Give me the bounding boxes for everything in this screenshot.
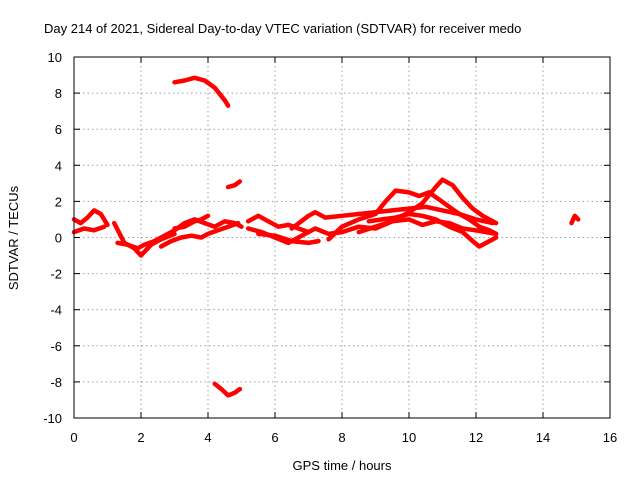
y-tick-label: -4: [50, 303, 62, 318]
y-tick-label: -2: [50, 267, 62, 282]
y-tick-label: -8: [50, 375, 62, 390]
series-arc-6: [172, 213, 211, 231]
series-arc-7: [172, 75, 231, 108]
y-tick-label: -6: [50, 339, 62, 354]
y-tick-label: 6: [55, 122, 62, 137]
series-arc-14: [326, 188, 499, 242]
y-tick-label: 8: [55, 86, 62, 101]
x-tick-label: 2: [137, 430, 144, 445]
y-axis-label: SDTVAR / TECUs: [6, 185, 21, 290]
series-arc-9: [212, 381, 243, 398]
series-arc-15: [356, 177, 499, 235]
y-tick-label: 0: [55, 231, 62, 246]
x-tick-label: 10: [402, 430, 416, 445]
series-arc-17: [569, 213, 581, 226]
x-tick-label: 0: [70, 430, 77, 445]
series-arc-5: [158, 220, 241, 249]
x-tick-label: 6: [271, 430, 278, 445]
x-axis-label: GPS time / hours: [293, 458, 392, 473]
x-tick-label: 4: [204, 430, 211, 445]
x-tick-label: 12: [469, 430, 483, 445]
series-arc-8: [225, 179, 243, 190]
y-tick-label: 2: [55, 194, 62, 209]
x-tick-label: 16: [603, 430, 617, 445]
axis-ticks: 0 2 4 6 8 10 12 14 16 -10 -8 -6 -4 -2 0 2 4 6 8 10: [43, 50, 617, 445]
series-arc-2: [71, 224, 107, 235]
series-arc-16: [366, 211, 499, 249]
series-arc-10: [245, 213, 311, 235]
y-tick-label: -10: [43, 411, 62, 426]
y-tick-label: 10: [48, 50, 62, 65]
series-arc-12: [256, 231, 321, 246]
y-tick-label: 4: [55, 158, 62, 173]
x-tick-label: 8: [338, 430, 345, 445]
grid-lines: [74, 57, 610, 418]
data-series: [71, 75, 581, 398]
series-arc-1: [71, 208, 110, 228]
x-tick-label: 14: [536, 430, 550, 445]
chart-title: Day 214 of 2021, Sidereal Day-to-day VTE…: [44, 21, 521, 36]
